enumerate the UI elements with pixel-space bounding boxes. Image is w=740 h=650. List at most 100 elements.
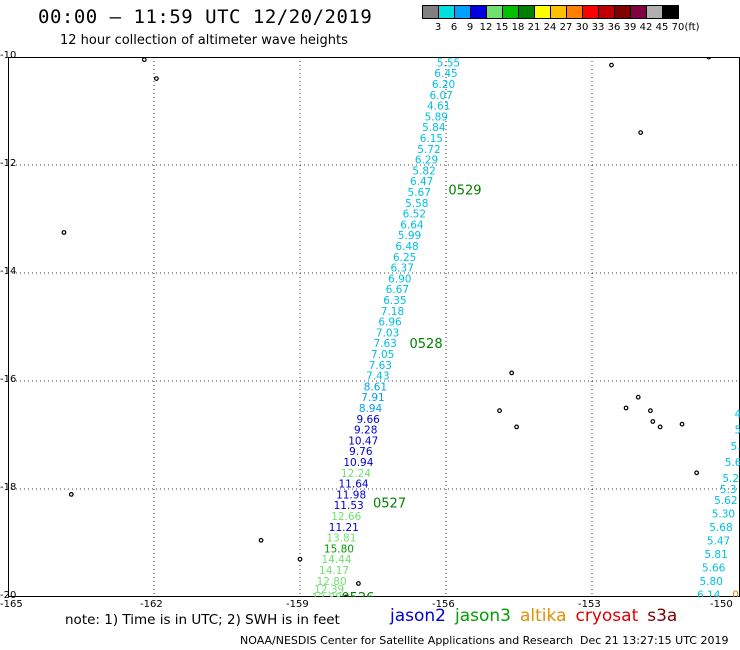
swh-value: 5. [731,441,740,453]
satellite-legend-item: jason3 [455,606,511,626]
swh-value: 10.47 [348,435,378,447]
color-scale-swatch [566,5,583,19]
color-scale-label: 24 [543,22,557,33]
pass-time-label: 0527 [373,497,406,512]
swh-value: 5.58 [405,198,428,210]
island-outline [297,556,303,562]
swh-value: 7.18 [381,306,404,318]
color-scale-label: 12 [479,22,493,33]
swh-value: 6.47 [410,176,433,188]
color-scale-label: 33 [591,22,605,33]
swh-value: 6.64 [400,219,424,231]
swh-value: 5.47 [707,535,730,547]
swh-value: 5.68 [709,522,732,534]
color-scale-swatch [662,5,679,19]
color-scale-swatch [646,5,663,19]
swh-value: 5.2 [722,473,739,485]
island-outline [141,57,147,63]
island-outline [694,470,700,476]
longitude-tick-label: -153 [578,599,601,610]
swh-value: 5 [735,425,740,437]
swh-value: 5.99 [398,230,421,242]
swh-value: 10.94 [343,457,373,469]
swh-value: 7.63 [373,338,396,350]
swh-value: 7.63 [369,360,392,372]
swh-value: 5.89 [425,111,448,123]
swh-value: 5.3 [720,484,737,496]
swh-value: 7.91 [361,392,384,404]
swh-value: 7.43 [366,371,389,383]
longitude-tick-label: -159 [286,599,309,610]
latitude-tick-label: -16 [0,374,17,385]
island-outline [638,130,644,135]
swh-value: 6.96 [378,317,402,329]
island-outline [650,419,656,424]
color-scale-label: 9 [466,22,474,33]
swh-value: 6.67 [386,284,409,296]
island-outline [61,230,67,235]
color-scale-swatch [550,5,567,19]
island-outline [356,581,361,586]
swh-value: 6.90 [388,273,411,285]
swh-value: 12.88 [312,592,342,597]
swh-value: 9.28 [354,425,377,437]
color-scale-label: 70 [671,22,685,33]
swh-value: 8.94 [359,403,383,415]
color-scale-swatch [438,5,455,19]
pass-time-label: 0528 [410,337,443,352]
swh-value: 0 [732,589,739,597]
swh-value: 5.66 [702,562,726,574]
swh-value: 6.07 [429,90,452,102]
satellite-legend: jason2 jason3 altika cryosat s3a [390,606,686,626]
swh-value: 12.39 [314,584,344,596]
pass-time-label: 0529 [448,183,481,198]
footer-organization: NOAA/NESDIS Center for Satellite Applica… [240,634,574,647]
color-scale-label: 30 [575,22,589,33]
latitude-tick-label: -14 [0,266,17,277]
island-outline [258,537,264,543]
swh-value: 12.66 [331,511,361,523]
swh-value: 7.03 [376,327,399,339]
swh-value: 12.24 [341,468,371,480]
swh-value: 6.35 [383,295,406,307]
color-scale-label: 15 [495,22,509,33]
swh-value: 5.84 [422,122,446,134]
color-scale-label: 18 [511,22,525,33]
color-scale-label: 6 [450,22,458,33]
swh-value: 11.64 [339,479,369,491]
swh-value: 6.15 [420,133,443,145]
longitude-tick-label: -150 [710,599,733,610]
color-scale-swatch [470,5,487,19]
swh-value: 5.72 [417,144,440,156]
map-frame [8,57,740,597]
altimeter-map: 5.55 6.45 6.20 6.07 4.61 5.89 5.84 6.15 5.72 6.29… [8,57,740,597]
island-outline [68,492,74,497]
swh-value: 5.62 [714,495,737,507]
longitude-tick-label: -165 [0,599,23,610]
latitude-tick-label: -10 [0,50,17,61]
satellite-legend-item: s3a [647,606,678,626]
swh-value: 11.21 [329,522,359,534]
longitude-tick-label: -156 [432,599,455,610]
swh-value: 6.25 [393,252,416,264]
color-scale-label: 3 [434,22,442,33]
swh-value: 11.53 [334,500,364,512]
swh-value: 15.80 [324,543,354,555]
color-scale-swatch [534,5,551,19]
swh-value: 6.14 [697,589,721,597]
swh-value: 5.6 [725,457,740,469]
swh-value: 4 [735,408,740,420]
satellite-legend-item: cryosat [575,606,639,626]
color-scale-label: 21 [527,22,541,33]
swh-value: 6.37 [391,263,414,275]
units-note: note: 1) Time is in UTC; 2) SWH is in fe… [65,612,340,628]
swh-value: 5.55 [437,57,460,69]
color-scale-swatch [630,5,647,19]
swh-value: 6.48 [395,241,418,253]
swh-value: 5.67 [408,187,431,199]
swh-value: 11.98 [336,489,366,501]
color-scale-swatch [502,5,519,19]
swh-value: 6.20 [432,79,455,91]
island-outline [609,62,614,68]
color-scale-swatch [614,5,631,19]
